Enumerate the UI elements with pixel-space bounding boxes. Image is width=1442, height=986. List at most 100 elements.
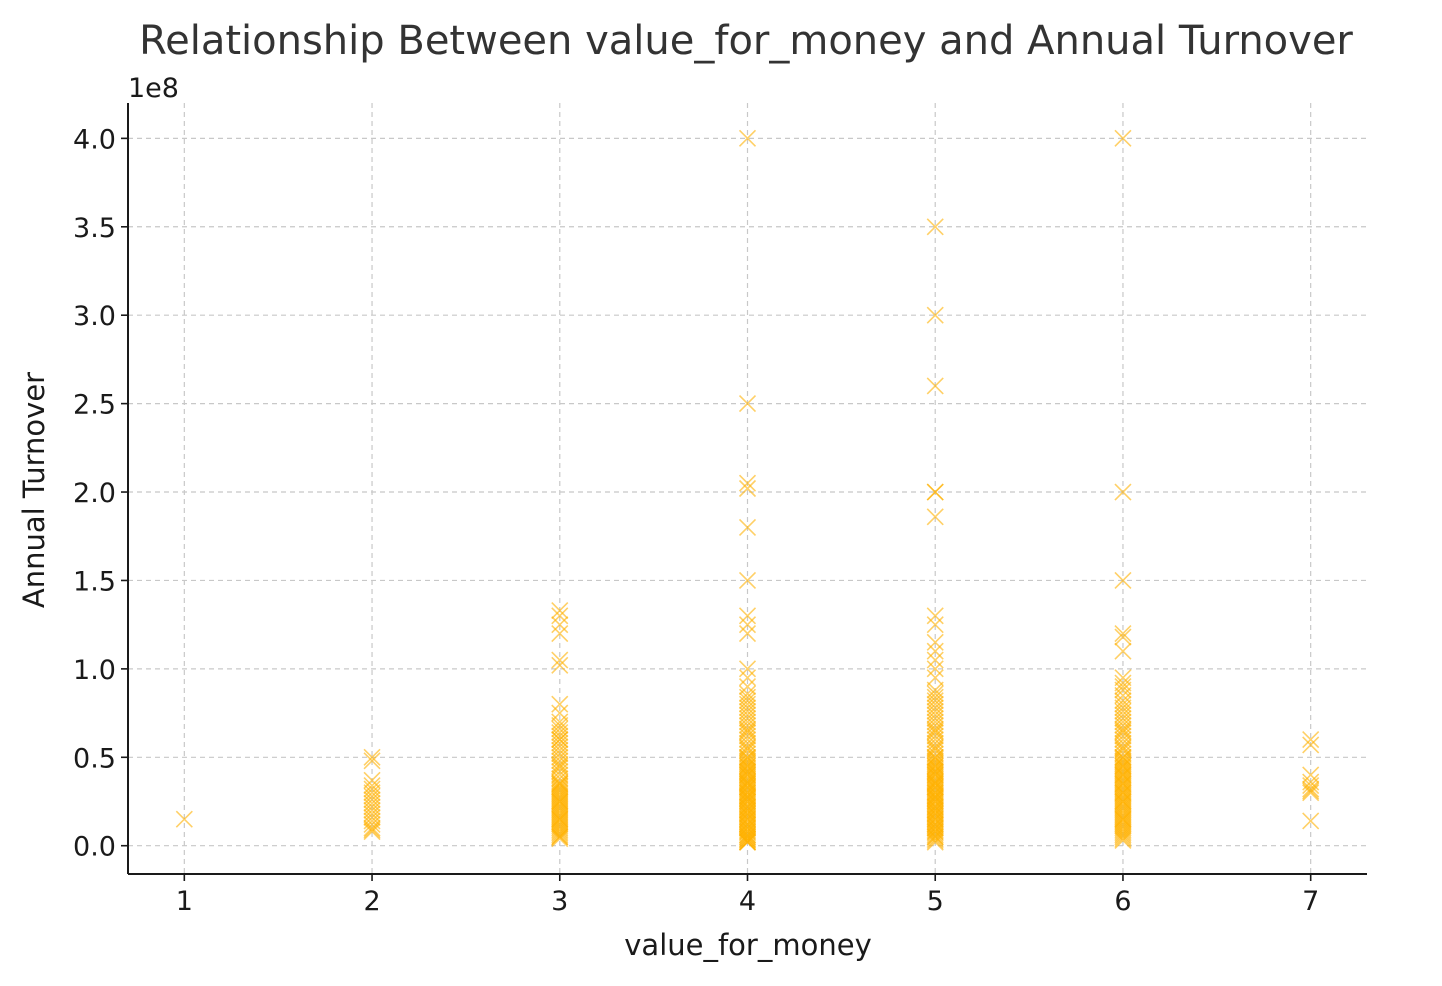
data-point xyxy=(1114,775,1132,793)
data-point xyxy=(363,815,381,834)
data-point xyxy=(738,810,757,828)
data-point xyxy=(738,757,757,775)
data-point xyxy=(1114,628,1132,646)
data-point xyxy=(551,695,569,713)
data-point xyxy=(551,607,569,625)
y-tick-label: 3.0 xyxy=(73,301,116,332)
data-point xyxy=(738,792,757,811)
x-tick-label: 2 xyxy=(363,886,380,917)
data-point xyxy=(551,792,569,811)
data-point xyxy=(1114,571,1132,590)
data-point xyxy=(926,669,944,687)
data-point xyxy=(551,828,569,846)
data-point xyxy=(926,775,944,793)
y-axis-title: Annual Turnover xyxy=(17,372,51,608)
data-point xyxy=(1114,828,1132,846)
data-point xyxy=(926,508,944,526)
data-point xyxy=(551,731,569,749)
data-point xyxy=(551,822,569,841)
data-point xyxy=(1302,731,1320,749)
data-point xyxy=(926,801,944,819)
data-point xyxy=(1302,782,1320,800)
data-point xyxy=(738,722,757,740)
data-point xyxy=(926,748,944,766)
data-point xyxy=(926,483,944,501)
data-point xyxy=(926,789,944,807)
x-axis-title: value_for_money xyxy=(624,928,871,962)
data-point xyxy=(175,810,193,828)
data-point xyxy=(1114,686,1132,704)
y-tick-label: 0.5 xyxy=(73,743,116,774)
data-point xyxy=(1114,822,1132,841)
data-point xyxy=(1114,129,1132,147)
y-tick-label: 3.5 xyxy=(73,213,116,244)
data-point xyxy=(738,833,757,851)
data-point xyxy=(738,669,757,687)
data-point xyxy=(1114,784,1132,802)
data-point xyxy=(363,752,381,770)
data-point xyxy=(926,822,944,841)
data-point xyxy=(738,479,757,498)
x-tick-label: 6 xyxy=(1114,886,1131,917)
data-point xyxy=(1114,642,1132,660)
x-tick-label: 5 xyxy=(927,886,944,917)
data-point xyxy=(1114,792,1132,811)
data-point xyxy=(738,395,757,413)
data-point xyxy=(1114,722,1132,740)
data-point xyxy=(363,748,381,766)
data-point xyxy=(551,616,569,634)
data-point xyxy=(1114,810,1132,828)
data-point xyxy=(738,607,757,625)
data-point xyxy=(738,775,757,793)
data-point xyxy=(926,810,944,828)
data-point xyxy=(926,306,944,324)
data-point xyxy=(926,773,944,791)
data-point xyxy=(1114,826,1132,844)
data-point xyxy=(738,826,757,844)
data-point xyxy=(551,601,569,620)
data-point xyxy=(738,830,757,848)
data-point xyxy=(1114,748,1132,766)
data-point xyxy=(1302,812,1320,830)
data-point xyxy=(551,810,569,828)
data-point xyxy=(1302,777,1320,795)
data-point xyxy=(738,824,757,842)
data-point xyxy=(551,824,569,842)
data-point xyxy=(363,821,381,839)
data-point xyxy=(926,660,944,678)
data-point xyxy=(926,757,944,775)
y-offset-label: 1e8 xyxy=(128,73,179,104)
data-point xyxy=(738,739,757,758)
data-point xyxy=(551,624,569,643)
data-point xyxy=(926,651,944,669)
chart-title: Relationship Between value_for_money and… xyxy=(139,18,1353,64)
data-point xyxy=(1114,824,1132,842)
data-point xyxy=(738,748,757,766)
y-tick-label: 0.0 xyxy=(73,832,116,863)
data-point xyxy=(738,828,757,846)
data-point xyxy=(738,660,757,678)
data-point xyxy=(363,771,381,789)
data-point xyxy=(1114,830,1132,848)
data-point xyxy=(738,831,757,849)
data-point xyxy=(926,815,944,834)
data-point xyxy=(1114,677,1132,696)
data-point xyxy=(738,474,757,492)
data-point xyxy=(738,801,757,819)
data-point xyxy=(926,377,944,395)
y-tick-label: 2.0 xyxy=(73,478,116,509)
data-point xyxy=(926,633,944,651)
data-point xyxy=(738,571,757,590)
data-points xyxy=(175,129,1320,851)
x-tick-label: 7 xyxy=(1302,886,1319,917)
data-point xyxy=(551,826,569,844)
data-point xyxy=(738,624,757,643)
data-point xyxy=(1114,669,1132,687)
x-tick-label: 3 xyxy=(551,886,568,917)
data-point xyxy=(926,766,944,784)
x-tick-label: 1 xyxy=(176,886,193,917)
data-point xyxy=(738,518,757,536)
y-tick-label: 1.0 xyxy=(73,655,116,686)
